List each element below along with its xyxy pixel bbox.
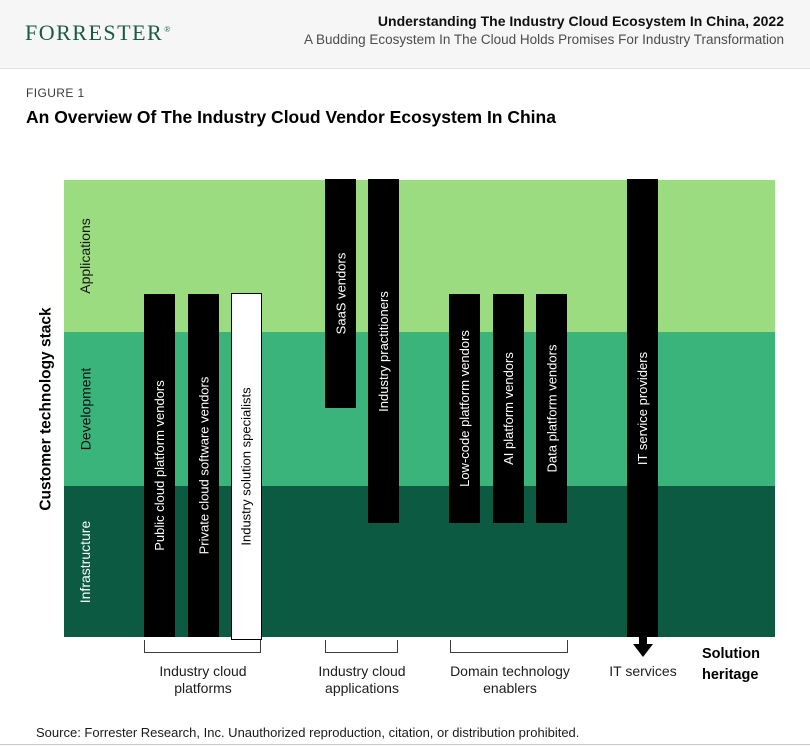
report-subtitle: A Budding Ecosystem In The Cloud Holds P… bbox=[304, 32, 784, 47]
down-arrow-icon bbox=[632, 644, 653, 657]
group-label-industry-cloud-applications: Industry cloud applications bbox=[272, 663, 452, 697]
vendor-bar-saas-vendors: SaaS vendors bbox=[325, 179, 356, 408]
vendor-bar-label: Data platform vendors bbox=[544, 344, 559, 473]
vendor-bar-low-code-platform-vendors: Low-code platform vendors bbox=[449, 294, 480, 523]
group-label-it-services: IT services bbox=[553, 663, 733, 680]
group-label-line: Domain technology bbox=[450, 663, 570, 679]
solution-heritage-line2: heritage bbox=[702, 667, 759, 683]
solution-heritage-arrow-stem bbox=[638, 637, 647, 645]
stack-band-label-development: Development bbox=[64, 332, 106, 486]
vendor-bar-industry-practitioners: Industry practitioners bbox=[368, 179, 399, 523]
figure-title: An Overview Of The Industry Cloud Vendor… bbox=[26, 107, 556, 127]
report-header: FORRESTER® Understanding The Industry Cl… bbox=[0, 0, 810, 69]
group-label-industry-cloud-platforms: Industry cloud platforms bbox=[113, 663, 293, 697]
vendor-bar-label: Industry solution specialists bbox=[239, 387, 254, 546]
y-axis-title-text: Customer technology stack bbox=[38, 306, 55, 511]
domain-technology-enablers-bracket bbox=[450, 640, 568, 653]
stack-band-label-text: Infrastructure bbox=[77, 520, 94, 603]
bottom-divider bbox=[0, 744, 810, 745]
group-label-line: enablers bbox=[483, 680, 537, 696]
vendor-bar-label: Industry practitioners bbox=[376, 290, 392, 412]
stack-band-label-applications: Applications bbox=[64, 180, 106, 332]
vendor-bar-label: Private cloud software vendors bbox=[196, 376, 212, 555]
solution-heritage-label: Solution heritage bbox=[702, 644, 760, 686]
group-label-line: IT services bbox=[609, 663, 677, 679]
y-axis-title: Customer technology stack bbox=[28, 180, 66, 637]
group-label-domain-technology-enablers: Domain technology enablers bbox=[420, 663, 600, 697]
report-header-titles: Understanding The Industry Cloud Ecosyst… bbox=[304, 12, 784, 49]
forrester-logo: FORRESTER® bbox=[25, 20, 172, 46]
group-label-line: platforms bbox=[174, 680, 232, 696]
vendor-bar-label: SaaS vendors bbox=[333, 252, 349, 335]
vendor-bar-label: IT service providers bbox=[635, 351, 650, 465]
stack-band-label-text: Applications bbox=[77, 218, 93, 294]
industry-cloud-platforms-bracket bbox=[144, 640, 261, 653]
group-label-line: Industry cloud bbox=[318, 663, 406, 679]
registered-trademark-icon: ® bbox=[164, 24, 172, 34]
vendor-bar-label: Public cloud platform vendors bbox=[152, 380, 167, 551]
forrester-logo-text: FORRESTER bbox=[25, 20, 164, 45]
vendor-bar-industry-solution-specialists: Industry solution specialists bbox=[231, 293, 262, 640]
vendor-bar-label: AI platform vendors bbox=[501, 352, 516, 465]
stack-band-label-infrastructure: Infrastructure bbox=[64, 486, 106, 637]
vendor-bar-public-cloud-platform-vendors: Public cloud platform vendors bbox=[144, 294, 175, 637]
vendor-bar-label: Low-code platform vendors bbox=[457, 330, 472, 487]
vendor-bar-ai-platform-vendors: AI platform vendors bbox=[493, 294, 524, 523]
industry-cloud-applications-bracket bbox=[325, 640, 398, 653]
group-label-line: applications bbox=[325, 680, 399, 696]
source-note: Source: Forrester Research, Inc. Unautho… bbox=[36, 725, 580, 740]
solution-heritage-line1: Solution bbox=[702, 646, 760, 662]
vendor-bar-private-cloud-software-vendors: Private cloud software vendors bbox=[188, 294, 219, 637]
vendor-bar-it-service-providers: IT service providers bbox=[627, 179, 658, 637]
vendor-bar-data-platform-vendors: Data platform vendors bbox=[536, 294, 567, 523]
group-label-line: Industry cloud bbox=[159, 663, 247, 679]
report-title: Understanding The Industry Cloud Ecosyst… bbox=[377, 13, 784, 29]
stack-band-label-text: Development bbox=[77, 367, 93, 451]
figure-label: FIGURE 1 bbox=[26, 86, 85, 100]
